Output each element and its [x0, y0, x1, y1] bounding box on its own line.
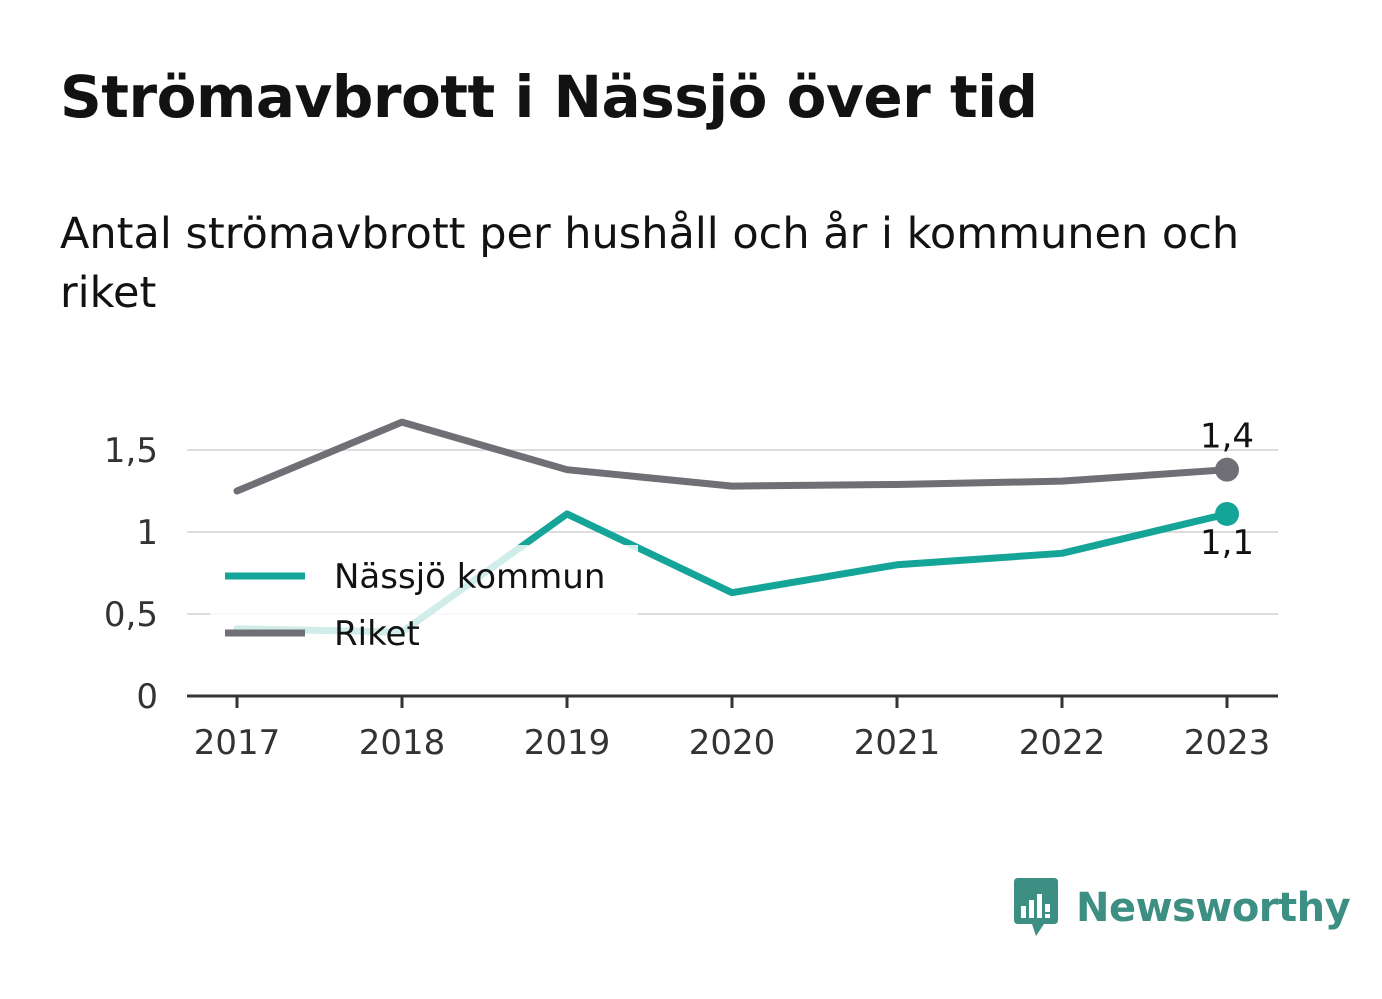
data-label-n-ssj-kommun: 1,1 [1200, 523, 1254, 563]
x-tick-label: 2017 [194, 723, 281, 763]
legend-label: Nässjö kommun [334, 557, 605, 597]
end-marker-riket [1215, 457, 1239, 482]
data-label-riket: 1,4 [1200, 417, 1254, 457]
legend: Nässjö kommun Riket [210, 545, 638, 665]
brand-logo: Newsworthy [1010, 876, 1351, 940]
x-tick-label: 2018 [359, 723, 446, 763]
y-tick-label: 1 [136, 513, 158, 553]
x-tick-label: 2020 [689, 723, 776, 763]
end-marker-n-ssj-kommun [1215, 501, 1239, 526]
y-tick-label: 0 [136, 677, 158, 717]
legend-background [210, 545, 638, 665]
legend-label: Riket [334, 614, 420, 654]
y-tick-label: 1,5 [104, 431, 158, 471]
y-axis: 0 0,5 1 1,5 [104, 431, 158, 717]
chart-subtitle: Antal strömavbrott per hushåll och år i … [60, 209, 1240, 318]
x-tick-label: 2021 [854, 723, 941, 763]
brand-name: Newsworthy [1076, 885, 1351, 931]
x-tick-label: 2023 [1184, 723, 1271, 763]
chart-title: Strömavbrott i Nässjö över tid [60, 63, 1038, 131]
x-tick-label: 2019 [524, 723, 611, 763]
y-tick-label: 0,5 [104, 595, 158, 635]
end-labels: 1,1 1,4 [1200, 417, 1254, 563]
newsworthy-logo-icon [1014, 878, 1058, 936]
x-axis: 2017 2018 2019 2020 2021 2022 2023 [187, 694, 1278, 763]
x-tick-label: 2022 [1019, 723, 1106, 763]
series-line-riket [233, 418, 1231, 495]
